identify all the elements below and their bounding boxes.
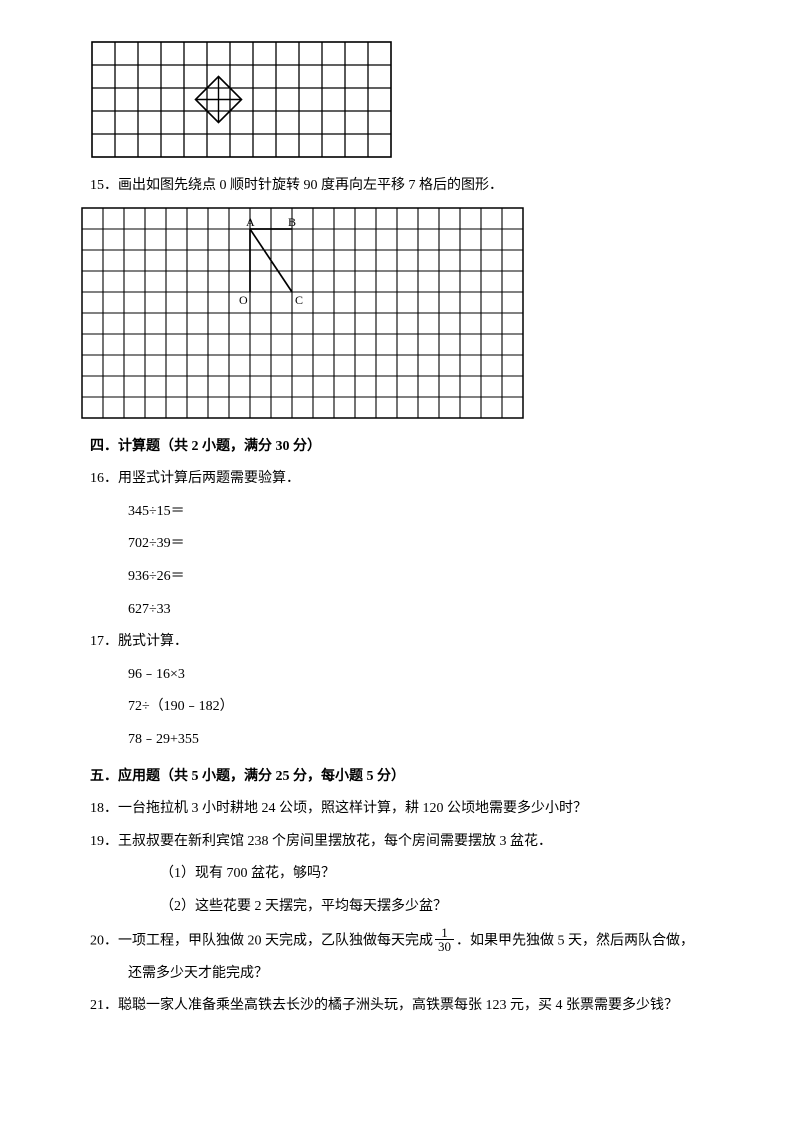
q17-item-2: 72÷（190﹣182）	[90, 694, 703, 721]
q20-frac-den: 30	[435, 940, 454, 954]
q16-item-4: 627÷33	[90, 597, 703, 624]
section-5-text: 五．应用题（共 5 小题，满分 25 分，每小题 5 分）	[90, 769, 405, 784]
svg-text:B: B	[288, 215, 296, 229]
q20-number: 20．	[90, 933, 118, 948]
q16-item-2: 702÷39＝	[90, 531, 703, 558]
section-4-heading: 四．计算题（共 2 小题，满分 30 分）	[90, 434, 703, 461]
q20-post: ．如果甲先独做 5 天，然后两队合做，	[456, 933, 694, 948]
question-15: 15．画出如图先绕点 0 顺时针旋转 90 度再向左平移 7 格后的图形．	[90, 173, 703, 200]
q19-sub2: （2）这些花要 2 天摆完，平均每天摆多少盆？	[90, 894, 703, 921]
q17-number: 17．	[90, 634, 118, 649]
question-16: 16．用竖式计算后两题需要验算．	[90, 466, 703, 493]
q19-sub1: （1）现有 700 盆花，够吗？	[90, 861, 703, 888]
q20-fraction: 130	[435, 926, 454, 954]
q20-line2: 还需多少天才能完成？	[90, 961, 703, 988]
q18-text: 一台拖拉机 3 小时耕地 24 公顷，照这样计算，耕 120 公顷地需要多少小时…	[118, 801, 587, 816]
q15-number: 15．	[90, 178, 118, 193]
q20-pre: 一项工程，甲队独做 20 天完成，乙队独做每天完成	[118, 933, 433, 948]
q21-number: 21．	[90, 998, 118, 1013]
svg-text:C: C	[295, 293, 303, 307]
section-4-text: 四．计算题（共 2 小题，满分 30 分）	[90, 439, 321, 454]
q16-item-1: 345÷15＝	[90, 499, 703, 526]
question-20: 20．一项工程，甲队独做 20 天完成，乙队独做每天完成130．如果甲先独做 5…	[90, 927, 703, 955]
q16-item-3: 936÷26＝	[90, 564, 703, 591]
q15-text: 画出如图先绕点 0 顺时针旋转 90 度再向左平移 7 格后的图形．	[118, 178, 503, 193]
grid-quad-svg: A B O C	[80, 206, 525, 420]
question-21: 21．聪聪一家人准备乘坐高铁去长沙的橘子洲头玩，高铁票每张 123 元，买 4 …	[90, 993, 703, 1020]
q19-text: 王叔叔要在新利宾馆 238 个房间里摆放花，每个房间需要摆放 3 盆花．	[118, 834, 552, 849]
figure-grid-diamond	[90, 40, 703, 159]
svg-text:A: A	[246, 215, 255, 229]
svg-text:O: O	[239, 293, 248, 307]
q17-item-1: 96﹣16×3	[90, 662, 703, 689]
question-19: 19．王叔叔要在新利宾馆 238 个房间里摆放花，每个房间需要摆放 3 盆花．	[90, 829, 703, 856]
section-5-heading: 五．应用题（共 5 小题，满分 25 分，每小题 5 分）	[90, 764, 703, 791]
question-18: 18．一台拖拉机 3 小时耕地 24 公顷，照这样计算，耕 120 公顷地需要多…	[90, 796, 703, 823]
grid-diamond-svg	[90, 40, 393, 159]
q17-text: 脱式计算．	[118, 634, 188, 649]
q16-number: 16．	[90, 471, 118, 486]
q20-frac-num: 1	[435, 926, 454, 941]
q16-text: 用竖式计算后两题需要验算．	[118, 471, 300, 486]
q21-text: 聪聪一家人准备乘坐高铁去长沙的橘子洲头玩，高铁票每张 123 元，买 4 张票需…	[118, 998, 678, 1013]
q17-item-3: 78﹣29+355	[90, 727, 703, 754]
q19-number: 19．	[90, 834, 118, 849]
figure-grid-quad: A B O C	[80, 206, 703, 420]
question-17: 17．脱式计算．	[90, 629, 703, 656]
q18-number: 18．	[90, 801, 118, 816]
